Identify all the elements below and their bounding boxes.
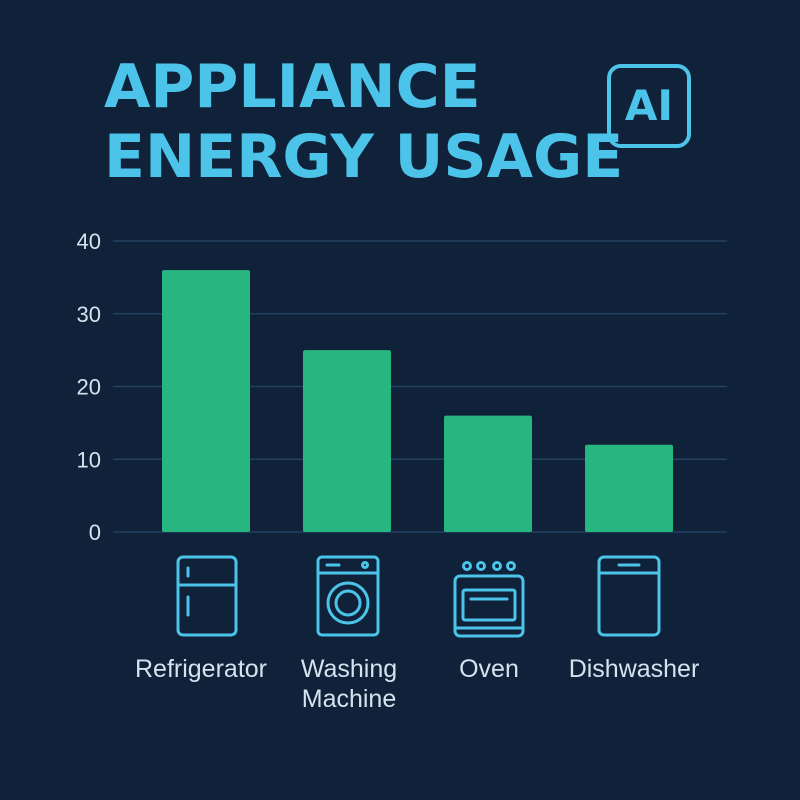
category-label: Refrigerator — [135, 655, 267, 683]
y-axis-ticks: 0 10 20 30 40 — [77, 229, 101, 545]
title-line-1: APPLIANCE — [104, 52, 481, 122]
chart-title: APPLIANCE ENERGY USAGE — [104, 52, 623, 192]
dishwasher-icon — [597, 555, 661, 637]
bars — [162, 270, 673, 532]
bar — [162, 270, 250, 532]
category-label: Oven — [459, 655, 519, 683]
bar — [585, 444, 673, 532]
washing-machine-icon — [316, 555, 380, 637]
refrigerator-icon — [176, 555, 238, 637]
title-line-2: ENERGY USAGE — [104, 122, 624, 192]
category-label: Dishwasher — [568, 655, 700, 683]
y-tick-label: 0 — [89, 520, 101, 545]
y-tick-label: 30 — [77, 302, 101, 327]
bar — [303, 350, 391, 532]
y-tick-label: 40 — [77, 229, 101, 254]
category-label: Washing Machine — [300, 655, 398, 713]
y-tick-label: 20 — [77, 375, 101, 400]
bar-chart: 0 10 20 30 40 — [77, 229, 727, 545]
y-tick-label: 10 — [77, 447, 101, 472]
ai-badge: AI — [607, 64, 691, 148]
bar — [444, 415, 532, 532]
oven-icon — [453, 561, 525, 638]
